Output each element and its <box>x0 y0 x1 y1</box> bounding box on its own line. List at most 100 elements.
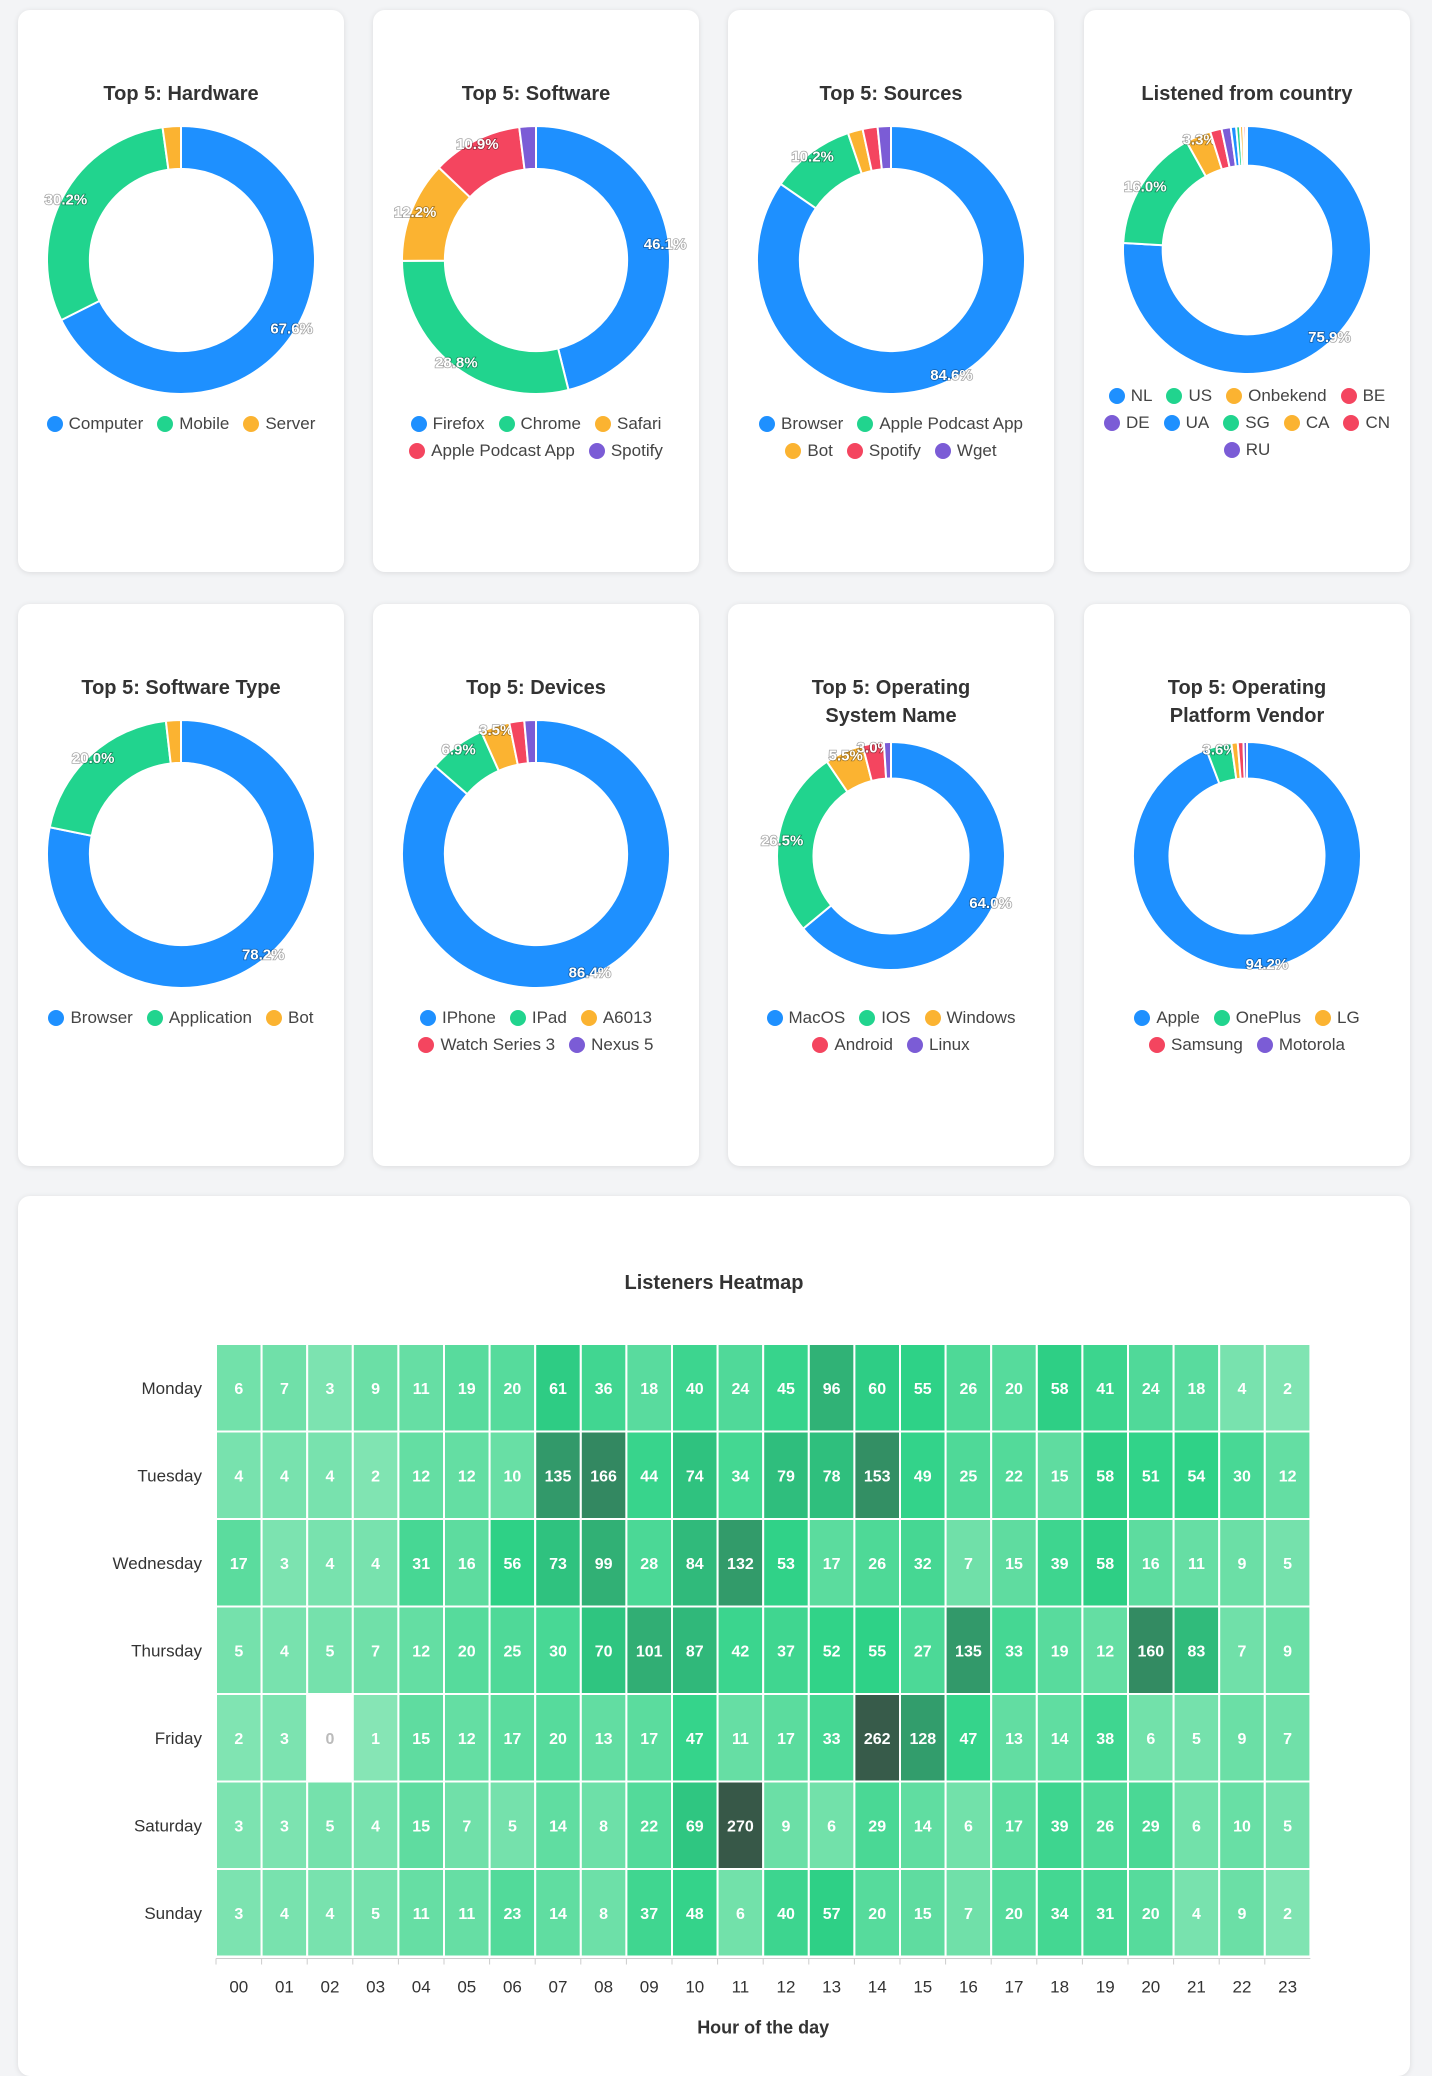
donut-slice-ru[interactable] <box>1244 124 1248 167</box>
heatmap-cell[interactable] <box>1263 1518 1312 1608</box>
legend-item-sg[interactable]: SG <box>1223 411 1270 434</box>
legend-item-safari[interactable]: Safari <box>595 412 661 435</box>
donut-slice-chrome[interactable] <box>400 259 570 395</box>
heatmap-cell[interactable] <box>351 1518 400 1608</box>
heatmap-cell[interactable] <box>944 1430 993 1520</box>
legend-item-server[interactable]: Server <box>243 412 315 435</box>
heatmap-cell[interactable] <box>853 1605 902 1695</box>
legend-item-us[interactable]: US <box>1166 384 1212 407</box>
heatmap-cell[interactable] <box>534 1780 582 1870</box>
heatmap-cell[interactable] <box>944 1518 993 1608</box>
legend-item-spotify[interactable]: Spotify <box>846 439 921 462</box>
legend-item-mobile[interactable]: Mobile <box>157 412 229 435</box>
heatmap-cell[interactable] <box>625 1430 674 1520</box>
heatmap-cell[interactable] <box>853 1868 902 1958</box>
heatmap-cell[interactable] <box>488 1430 537 1520</box>
heatmap-cell[interactable] <box>899 1518 947 1608</box>
heatmap-cell[interactable] <box>215 1780 263 1870</box>
heatmap-cell[interactable] <box>397 1693 445 1783</box>
heatmap-cell[interactable] <box>1172 1430 1221 1520</box>
heatmap-cell[interactable] <box>443 1693 491 1783</box>
heatmap-cell[interactable] <box>807 1780 856 1870</box>
heatmap-cell[interactable] <box>671 1430 719 1520</box>
heatmap-cell[interactable] <box>671 1693 719 1783</box>
heatmap-cell[interactable] <box>1218 1343 1266 1433</box>
heatmap-cell[interactable] <box>1035 1868 1084 1958</box>
heatmap-cell[interactable] <box>306 1780 354 1870</box>
heatmap-cell[interactable] <box>215 1343 263 1433</box>
heatmap-cell[interactable] <box>944 1868 993 1958</box>
heatmap-cell[interactable] <box>397 1430 445 1520</box>
legend-item-ca[interactable]: CA <box>1283 411 1329 434</box>
heatmap-cell[interactable] <box>579 1430 628 1520</box>
heatmap-cell[interactable] <box>990 1868 1038 1958</box>
donut-slice-iphone[interactable] <box>401 718 671 989</box>
heatmap-cell[interactable] <box>944 1780 993 1870</box>
heatmap-cell[interactable] <box>534 1343 582 1433</box>
heatmap-cell[interactable] <box>397 1343 445 1433</box>
heatmap-cell[interactable] <box>944 1605 993 1695</box>
donut-slice-mobile[interactable] <box>46 126 170 322</box>
legend-item-de[interactable]: DE <box>1104 411 1150 434</box>
heatmap-cell[interactable] <box>1127 1605 1175 1695</box>
donut-slice-linux[interactable] <box>882 740 892 780</box>
heatmap-cell[interactable] <box>534 1430 582 1520</box>
legend-item-spotify[interactable]: Spotify <box>588 439 663 462</box>
heatmap-cell[interactable] <box>351 1343 400 1433</box>
heatmap-cell[interactable] <box>853 1430 902 1520</box>
heatmap-cell[interactable] <box>671 1868 719 1958</box>
legend-item-oneplus[interactable]: OnePlus <box>1213 1006 1301 1029</box>
heatmap-cell[interactable] <box>762 1430 810 1520</box>
heatmap-cell[interactable] <box>716 1868 765 1958</box>
heatmap-cell[interactable] <box>1081 1430 1130 1520</box>
heatmap-cell[interactable] <box>215 1430 263 1520</box>
heatmap-cell[interactable] <box>306 1693 354 1783</box>
legend-item-android[interactable]: Android <box>812 1033 893 1056</box>
heatmap-cell[interactable] <box>306 1518 354 1608</box>
heatmap-cell[interactable] <box>853 1693 902 1783</box>
heatmap-cell[interactable] <box>899 1343 947 1433</box>
legend-item-bot[interactable]: Bot <box>266 1006 314 1029</box>
legend-item-ios[interactable]: IOS <box>859 1006 911 1029</box>
heatmap-cell[interactable] <box>1172 1518 1221 1608</box>
donut-slice-nexus-5[interactable] <box>523 718 537 765</box>
donut-slice-bot[interactable] <box>164 718 182 765</box>
heatmap-cell[interactable] <box>762 1780 810 1870</box>
heatmap-cell[interactable] <box>807 1605 856 1695</box>
donut-slice-wget[interactable] <box>876 124 892 171</box>
heatmap-cell[interactable] <box>990 1343 1038 1433</box>
legend-item-windows[interactable]: Windows <box>924 1006 1015 1029</box>
heatmap-cell[interactable] <box>625 1518 674 1608</box>
legend-item-ipad[interactable]: IPad <box>509 1006 567 1029</box>
heatmap-cell[interactable] <box>807 1868 856 1958</box>
legend-item-browser[interactable]: Browser <box>48 1006 133 1029</box>
heatmap-cell[interactable] <box>443 1868 491 1958</box>
heatmap-cell[interactable] <box>534 1693 582 1783</box>
heatmap-cell[interactable] <box>534 1868 582 1958</box>
legend-item-chrome[interactable]: Chrome <box>498 412 581 435</box>
donut-slice-spotify[interactable] <box>518 124 537 171</box>
legend-item-onbekend[interactable]: Onbekend <box>1226 384 1327 407</box>
heatmap-cell[interactable] <box>762 1868 810 1958</box>
heatmap-cell[interactable] <box>260 1343 309 1433</box>
legend-item-wget[interactable]: Wget <box>934 439 997 462</box>
heatmap-cell[interactable] <box>716 1430 765 1520</box>
donut-slice-browser[interactable] <box>46 718 316 989</box>
legend-item-apple-podcast-app[interactable]: Apple Podcast App <box>409 439 575 462</box>
legend-item-linux[interactable]: Linux <box>906 1033 970 1056</box>
heatmap-cell[interactable] <box>1263 1868 1312 1958</box>
heatmap-cell[interactable] <box>807 1430 856 1520</box>
heatmap-cell[interactable] <box>1081 1605 1130 1695</box>
heatmap-cell[interactable] <box>1172 1343 1221 1433</box>
donut-slice-apple[interactable] <box>1132 740 1362 971</box>
heatmap-cell[interactable] <box>1263 1430 1312 1520</box>
heatmap-cell[interactable] <box>488 1518 537 1608</box>
legend-item-nexus-5[interactable]: Nexus 5 <box>569 1033 654 1056</box>
heatmap-cell[interactable] <box>488 1780 537 1870</box>
legend-item-nl[interactable]: NL <box>1108 384 1152 407</box>
legend-item-ua[interactable]: UA <box>1163 411 1209 434</box>
heatmap-cell[interactable] <box>716 1780 765 1870</box>
legend-item-motorola[interactable]: Motorola <box>1256 1033 1345 1056</box>
heatmap-cell[interactable] <box>397 1868 445 1958</box>
heatmap-cell[interactable] <box>306 1605 354 1695</box>
